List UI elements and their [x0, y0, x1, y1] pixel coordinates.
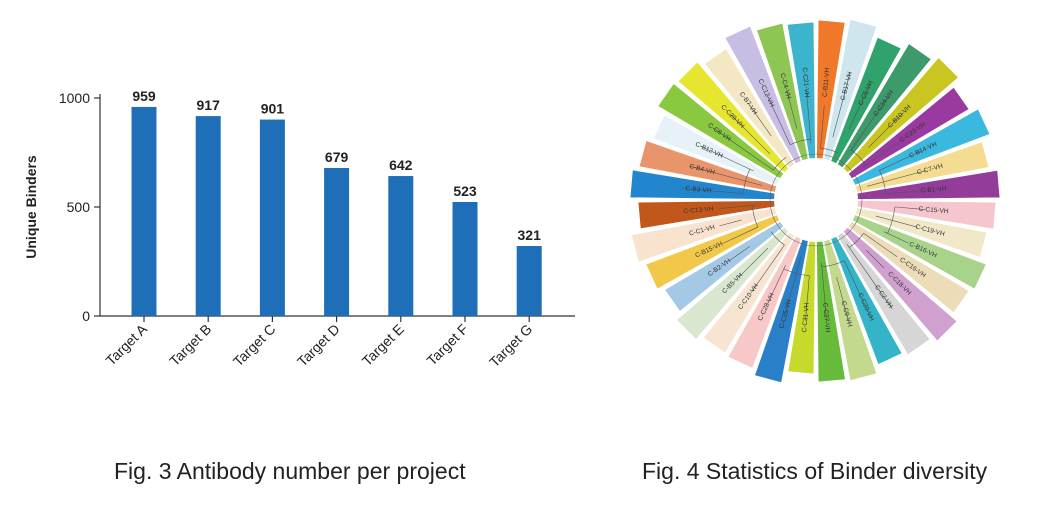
x-tick-label: Target A [102, 320, 150, 368]
bar-value-label: 917 [197, 97, 221, 113]
y-axis-title: Unique Binders [23, 155, 39, 259]
dendrogram-branch [729, 113, 771, 155]
dendrogram-arc [879, 170, 887, 194]
dendrogram-branch [868, 112, 904, 148]
dendrogram-branch [728, 246, 750, 262]
dendrogram-arc [783, 268, 810, 277]
dendrogram-branch [747, 102, 772, 137]
dendrogram-root-ring [769, 153, 863, 247]
x-tick-label: Target D [294, 321, 343, 370]
dendrogram-branch [722, 226, 759, 244]
dendrogram-branch [836, 277, 850, 323]
leaf-label: C-C13-VH [683, 206, 714, 216]
x-tick-label: Target C [230, 321, 279, 370]
x-tick-label: Target G [486, 321, 535, 370]
dendrogram-branch [806, 90, 812, 144]
x-tick-label: Target E [359, 321, 407, 369]
bar-value-label: 901 [261, 101, 285, 117]
dendrogram-branch [786, 90, 798, 129]
bar-value-label: 321 [518, 227, 542, 243]
bar-value-label: 679 [325, 149, 349, 165]
dendrogram-arc [773, 157, 787, 171]
dendrogram-arc [751, 205, 759, 228]
dendrogram-branch [844, 260, 872, 318]
sunburst-segments [629, 18, 1001, 384]
leaf-label: C-C21-VH [801, 67, 811, 98]
dendrogram-branch [879, 150, 923, 171]
dendrogram-branch [821, 262, 828, 324]
dendrogram-branch [883, 231, 909, 244]
bar [388, 176, 414, 316]
dendrogram-arc [850, 149, 867, 166]
x-tick-label: Target B [166, 321, 214, 369]
bar-value-label: 642 [389, 157, 413, 173]
dendrogram-branch [881, 190, 927, 195]
leaf-label: C-B1-VH [920, 185, 947, 194]
dendrogram-branch [738, 247, 769, 278]
x-tick-label: Target F [423, 321, 471, 369]
dendrogram-branch [682, 188, 744, 194]
dendrogram-arc [742, 169, 751, 194]
dendrogram-branch [699, 145, 754, 172]
dendrogram-branch [832, 72, 851, 138]
bar-chart: 0 500 1000 Unique Binders 959 Target A 917 Targ… [23, 88, 575, 370]
y-tick-label: 0 [82, 308, 90, 324]
dendrogram-branch [719, 204, 757, 209]
bar [452, 201, 478, 316]
dendrogram-branch [751, 244, 785, 292]
bar [195, 116, 221, 317]
dendrogram-arc [887, 206, 895, 234]
leaf-label: C-B11-VH [822, 67, 832, 97]
dendrogram-branch [850, 96, 889, 151]
leaf-label: C-B3-VH [685, 185, 712, 194]
dendrogram-branch [865, 249, 885, 269]
y-tick-label: 1000 [59, 90, 90, 106]
dendrogram-arc [821, 260, 845, 268]
dendrogram-arc [790, 138, 811, 145]
bar [131, 106, 157, 316]
sunburst-center [774, 158, 858, 242]
dendrogram-arc [770, 231, 785, 246]
dendrogram-branch [713, 128, 774, 171]
figure-caption-left: Fig. 3 Antibody number per project [114, 458, 466, 484]
dendrogram-branch [766, 94, 791, 145]
figure-caption-right: Fig. 4 Statistics of Binder diversity [642, 458, 988, 484]
dendrogram-branch [805, 275, 810, 321]
dendrogram-branch [820, 105, 825, 149]
dendrogram-arc [820, 147, 839, 154]
dendrogram-branch [862, 130, 915, 168]
dendrogram-branch [894, 206, 924, 210]
bar-value-label: 959 [132, 88, 156, 104]
dendrogram-branch [867, 170, 927, 187]
dendrogram-branch [767, 265, 786, 305]
bar [516, 246, 542, 316]
bar [259, 119, 285, 316]
dendrogram-branch [848, 82, 871, 130]
dendrogram-branches [682, 72, 927, 324]
leaf-label: C-C27-VH [821, 302, 831, 333]
dendrogram-branch [785, 256, 802, 315]
dendrogram-branch [719, 219, 742, 227]
dendrogram-branch [875, 215, 918, 228]
dendrogram-arc [849, 233, 864, 248]
y-tick-label: 500 [67, 199, 91, 215]
bar-value-label: 523 [453, 183, 477, 199]
dendrogram-branch [846, 244, 893, 310]
dendrogram-branch [863, 233, 898, 258]
diversity-sunburst-chart: C-B11-VH C-B17-VH C-C5-VHC-C34-VHC-B10-VHC… [629, 18, 1001, 384]
leaf-label: C-C15-VH [918, 206, 949, 216]
dendrogram-branch [689, 165, 762, 186]
leaf-label: C-C31-VH [801, 302, 811, 333]
bar [324, 167, 350, 316]
